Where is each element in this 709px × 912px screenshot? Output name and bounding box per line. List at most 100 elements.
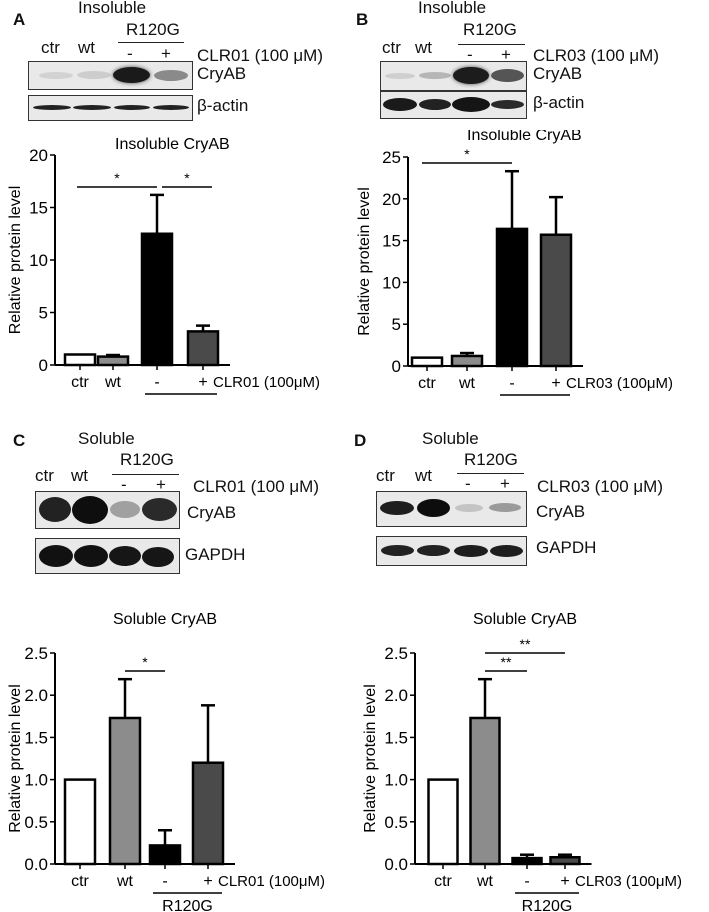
western-blot-cryab xyxy=(35,491,180,529)
row-label-cryab: CryAB xyxy=(187,503,237,522)
x-tick-label: wt xyxy=(116,873,134,890)
bar-1 xyxy=(469,716,501,866)
row-label-gapdh: GAPDH xyxy=(185,545,246,564)
band xyxy=(142,498,177,521)
blot-title-c: Soluble xyxy=(78,429,135,448)
lane-label-plus: + xyxy=(500,474,510,493)
y-tick-label: 0.5 xyxy=(384,813,408,832)
row-label-cryab: CryAB xyxy=(533,64,583,83)
x-tick-label: - xyxy=(154,374,159,391)
chart-title: Soluble CryAB xyxy=(113,611,217,628)
lane-label-minus: - xyxy=(465,474,471,493)
lane-label-plus: + xyxy=(161,44,171,63)
x-tick-label: - xyxy=(509,375,514,392)
western-blot-cryab xyxy=(380,61,527,91)
group-label-r120g: R120G xyxy=(120,450,174,469)
band xyxy=(154,70,188,81)
blot-title-b: Insoluble xyxy=(418,0,487,17)
row-label-actin: β-actin xyxy=(197,96,249,115)
western-blot-cryab xyxy=(376,491,527,527)
x-tick-label: wt xyxy=(476,873,494,890)
band xyxy=(491,100,524,109)
lane-label-wt: wt xyxy=(415,466,432,485)
group-label: R120G xyxy=(156,399,207,400)
bar-3 xyxy=(191,761,225,866)
lane-label-minus: - xyxy=(121,475,127,494)
band xyxy=(142,547,174,567)
bar-0 xyxy=(410,356,444,368)
group-bracket xyxy=(457,473,524,474)
y-tick-label: 15 xyxy=(29,199,48,218)
lane-label-plus: + xyxy=(501,45,511,64)
band xyxy=(110,501,140,518)
group-label-r120g: R120G xyxy=(463,20,517,39)
x-tick-label: ctr xyxy=(71,873,89,890)
group-label-r120g: R120G xyxy=(126,20,180,39)
x-tick-label: wt xyxy=(104,374,122,391)
bar-1 xyxy=(450,354,484,368)
treatment-label: CLR03 (100μM) xyxy=(575,873,682,890)
x-tick-label: - xyxy=(162,873,167,890)
panel-letter-c: C xyxy=(13,431,26,450)
band xyxy=(39,497,71,522)
panel-letter-a: A xyxy=(13,10,26,29)
band xyxy=(380,501,414,515)
treatment-label: CLR01 (100μM) xyxy=(218,873,325,890)
treatment-label: CLR03 (100 μM) xyxy=(533,46,660,65)
y-tick-label: 1.5 xyxy=(384,728,408,747)
group-label: R120G xyxy=(162,898,213,912)
y-tick-label: 1.0 xyxy=(384,771,408,790)
row-label-cryab: CryAB xyxy=(197,64,247,83)
significance-marker: * xyxy=(142,654,148,670)
group-label: R120G xyxy=(522,898,573,912)
band xyxy=(455,504,483,512)
y-tick-label: 0.0 xyxy=(384,855,408,874)
y-axis-label: Relative protein level xyxy=(356,187,373,336)
western-blot-actin xyxy=(28,95,193,121)
x-tick-label: ctr xyxy=(71,374,89,391)
treatment-label: CLR01 (100 μM) xyxy=(193,477,320,496)
band xyxy=(77,71,111,79)
x-tick-label: + xyxy=(560,873,569,890)
group-bracket xyxy=(118,42,184,43)
band xyxy=(385,73,415,79)
band xyxy=(113,67,150,83)
chart-title: Soluble CryAB xyxy=(473,611,577,628)
western-blot-actin xyxy=(380,91,527,119)
band xyxy=(453,67,489,84)
panel-letter-b: B xyxy=(356,10,369,29)
significance-marker: ** xyxy=(520,636,531,652)
bar-chart-c: Soluble CryAB Relative protein level 0.0 0.… xyxy=(7,611,325,912)
western-blot-gapdh xyxy=(35,538,180,574)
panel-letter-d: D xyxy=(354,431,367,450)
significance-marker: * xyxy=(464,146,470,162)
y-tick-label: 20 xyxy=(29,146,48,165)
significance-marker: * xyxy=(114,170,120,186)
y-tick-label: 0 xyxy=(392,357,401,376)
group-label-r120g: R120G xyxy=(464,450,518,469)
y-axis-label: Relative protein level xyxy=(7,186,24,335)
band xyxy=(491,69,524,82)
y-axis-label: Relative protein level xyxy=(362,684,379,833)
band xyxy=(452,97,490,112)
y-tick-label: 15 xyxy=(382,232,401,251)
band xyxy=(73,105,111,110)
band xyxy=(417,545,450,556)
band xyxy=(39,545,73,567)
band xyxy=(419,99,451,110)
band xyxy=(417,499,450,517)
bar-3 xyxy=(186,330,220,367)
band xyxy=(109,546,141,566)
western-blot-cryab xyxy=(28,61,193,90)
band xyxy=(39,72,73,79)
band xyxy=(489,503,521,512)
band xyxy=(381,545,414,556)
y-tick-label: 5 xyxy=(39,304,48,323)
significance-marker: * xyxy=(184,170,190,186)
band xyxy=(419,72,451,79)
treatment-label: CLR01 (100 μM) xyxy=(197,46,324,65)
band xyxy=(114,105,150,110)
x-tick-label: ctr xyxy=(418,375,436,392)
band xyxy=(454,545,488,557)
x-tick-label: + xyxy=(203,873,212,890)
